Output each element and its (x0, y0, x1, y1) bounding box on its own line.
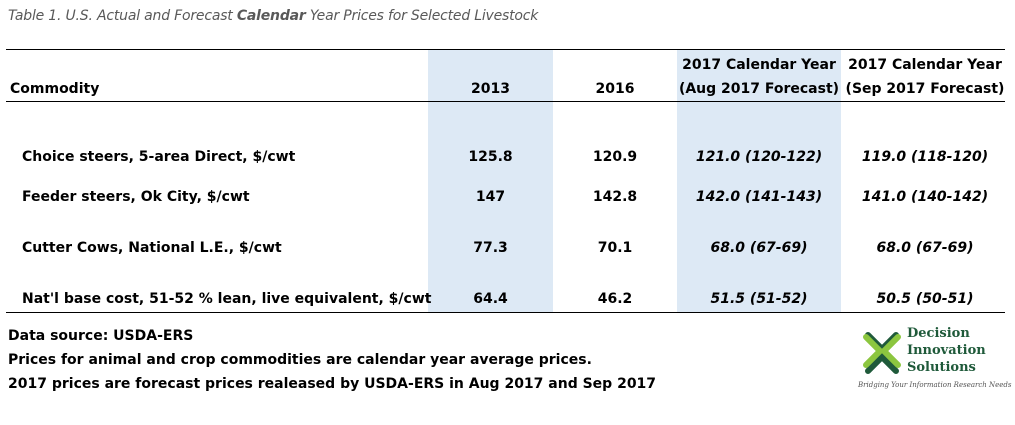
header-sep-line2: (Sep 2017 Forecast) (845, 81, 1005, 97)
row-commodity: Feeder steers, Ok City, $/cwt (22, 189, 250, 205)
row-commodity: Choice steers, 5-area Direct, $/cwt (22, 149, 296, 165)
row-commodity: Cutter Cows, National L.E., $/cwt (22, 240, 282, 256)
table-title: Table 1. U.S. Actual and Forecast Calend… (8, 8, 539, 24)
header-commodity: Commodity (10, 81, 100, 97)
row-2013: 125.8 (468, 149, 513, 165)
logo-knot-icon (863, 332, 901, 374)
header-rule (6, 101, 1005, 102)
highlight-col-aug (677, 50, 841, 312)
forecast-note: 2017 prices are forecast prices realease… (8, 376, 657, 392)
header-sep-line1: 2017 Calendar Year (848, 57, 1002, 73)
data-source-note: Data source: USDA-ERS (8, 328, 194, 344)
price-note: Prices for animal and crop commodities a… (8, 352, 592, 368)
row-sep: 119.0 (118-120) (861, 149, 989, 165)
row-2016: 70.1 (597, 240, 633, 256)
row-sep: 68.0 (67-69) (876, 240, 974, 256)
header-2016: 2016 (595, 81, 635, 97)
row-aug: 51.5 (51-52) (710, 291, 808, 307)
row-sep: 141.0 (140-142) (861, 189, 989, 205)
bottom-rule (6, 312, 1005, 313)
highlight-col-2013 (428, 50, 553, 312)
row-aug: 68.0 (67-69) (710, 240, 808, 256)
top-rule (6, 49, 1005, 50)
row-aug: 142.0 (141-143) (695, 189, 823, 205)
header-aug-line1: 2017 Calendar Year (682, 57, 836, 73)
header-2013: 2013 (471, 81, 510, 97)
row-2013: 64.4 (473, 291, 508, 307)
row-commodity: Nat'l base cost, 51-52 % lean, live equi… (22, 291, 432, 307)
row-2016: 142.8 (592, 189, 638, 205)
row-2016: 120.9 (592, 149, 638, 165)
row-2013: 147 (475, 189, 506, 205)
header-aug-line2: (Aug 2017 Forecast) (678, 81, 840, 97)
company-logo: Decision Innovation Solutions Bridging Y… (856, 325, 1012, 395)
row-2013: 77.3 (473, 240, 508, 256)
logo-tagline: Bridging Your Information Research Needs (858, 381, 1012, 389)
row-aug: 121.0 (120-122) (695, 149, 823, 165)
logo-wordmark: Decision Innovation Solutions (907, 326, 986, 375)
row-sep: 50.5 (50-51) (876, 291, 974, 307)
row-2016: 46.2 (597, 291, 633, 307)
